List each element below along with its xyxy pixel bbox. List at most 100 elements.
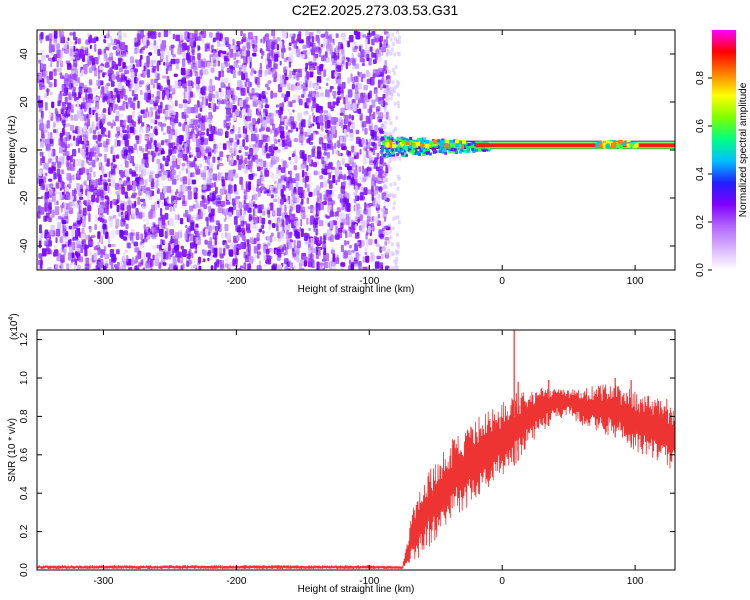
spectrogram-cell xyxy=(377,136,381,146)
spectrogram-cell xyxy=(306,71,310,81)
spectrogram-cell xyxy=(221,176,225,182)
spectrogram-cell xyxy=(156,82,161,90)
spectrogram-cell xyxy=(357,108,362,114)
spectrogram-cell xyxy=(260,224,265,230)
spectrogram-cell xyxy=(228,43,231,50)
spectrogram-cell xyxy=(62,119,66,126)
spectrogram-cell xyxy=(380,208,386,212)
spectrogram-cell xyxy=(375,49,380,55)
spectrogram-cell xyxy=(194,71,199,77)
spectrogram-cell xyxy=(128,267,131,270)
spectrogram-cell xyxy=(62,116,65,121)
tone-cell xyxy=(404,153,408,157)
tone-cell xyxy=(403,152,407,156)
spectrogram-cell xyxy=(199,211,203,219)
spectrogram-cell xyxy=(270,172,274,179)
spectrogram-cell xyxy=(179,218,184,225)
spectrogram-cell xyxy=(357,83,362,90)
spectrogram-cell xyxy=(307,128,312,136)
spectrogram-cell xyxy=(163,30,169,38)
spectrogram-cell xyxy=(275,104,279,108)
spectrogram-cell xyxy=(348,259,351,264)
spectrogram-cell xyxy=(313,223,316,233)
spectrogram-cell xyxy=(218,204,224,214)
spectrogram-cell xyxy=(191,259,196,264)
tone-cell xyxy=(434,150,438,154)
spectrogram-cell xyxy=(107,186,110,194)
spectrogram-cell xyxy=(280,189,284,197)
spectrogram-cell xyxy=(350,73,353,82)
spectrogram-cell xyxy=(383,90,387,94)
spectrogram-cell xyxy=(280,121,285,125)
spectrogram-cell xyxy=(380,78,385,84)
spectrogram-cell xyxy=(217,76,221,81)
spectrogram-cell xyxy=(124,214,128,220)
spectrogram-cell xyxy=(58,191,63,200)
spectrogram-cell xyxy=(362,102,367,109)
tone-cell xyxy=(419,149,423,153)
spectrogram-cell xyxy=(163,185,167,194)
spectrogram-cell xyxy=(214,237,217,246)
spectrogram-cell xyxy=(239,145,243,151)
spectrogram-cell xyxy=(227,239,232,243)
spectrogram-cell xyxy=(104,62,110,68)
spectrogram-cell xyxy=(347,250,352,256)
spectrogram-cell xyxy=(174,80,178,89)
spectrogram-cell xyxy=(97,48,102,55)
spectrogram-cell xyxy=(307,118,311,127)
tone-cell xyxy=(427,148,430,152)
spectrogram-cell xyxy=(239,265,244,269)
spectrogram-cell xyxy=(347,179,351,188)
spectrogram-cell xyxy=(49,91,53,96)
spectrogram-cell xyxy=(358,239,362,249)
spectrogram-cell xyxy=(304,110,309,115)
spectrogram-cell xyxy=(187,190,192,200)
spectrogram-cell xyxy=(173,118,179,124)
spectrogram-cell xyxy=(365,266,370,270)
spectrogram-cell xyxy=(187,32,190,39)
spectrogram-cell xyxy=(365,70,370,77)
spectrogram-cell xyxy=(134,76,138,84)
spectrogram-cell xyxy=(282,161,287,169)
spectrogram-cell xyxy=(342,229,347,234)
spectrogram-cell xyxy=(292,68,298,73)
spectrogram-cell xyxy=(325,56,330,63)
spectrogram-cell xyxy=(208,32,213,38)
spectrogram-cell xyxy=(61,263,64,270)
spectrogram-cell xyxy=(206,62,211,68)
spectrogram-cell xyxy=(66,162,72,171)
spectrogram-cell xyxy=(155,179,159,189)
spectrogram-cell xyxy=(190,242,195,249)
spectrogram-cell xyxy=(152,213,156,219)
spectrogram-cell xyxy=(157,152,160,157)
spectrogram-cell xyxy=(226,107,231,115)
spectrogram-cell xyxy=(272,92,278,98)
colorbar: 0.00.20.40.60.8 Normalized spectral ampl… xyxy=(695,30,749,277)
spectrogram-cell xyxy=(186,146,189,154)
spectrogram-cell xyxy=(198,256,201,264)
spectrogram-cell xyxy=(166,90,169,99)
spectrogram-cell xyxy=(100,89,103,99)
spectrogram-cell xyxy=(395,38,399,43)
tone-cell xyxy=(400,138,404,142)
spectrogram-cell xyxy=(386,91,389,96)
spectrogram-cell xyxy=(212,156,216,163)
spectrogram-cell xyxy=(117,183,123,190)
spectrogram-cell xyxy=(143,65,146,72)
spectrogram-cell xyxy=(374,261,380,269)
spectrogram-cell xyxy=(126,124,130,134)
spectrogram-cell xyxy=(114,104,119,110)
spectrogram-cell xyxy=(119,265,124,270)
tone-cell xyxy=(414,148,418,152)
spectrogram-cell xyxy=(318,240,322,244)
spectrogram-cell xyxy=(123,32,127,38)
spectrogram-cell xyxy=(310,215,315,224)
spectrogram-cell xyxy=(335,33,339,39)
spectrogram-cell xyxy=(152,245,156,250)
spectrogram-cell xyxy=(337,86,341,91)
spectrogram-cell xyxy=(146,190,150,198)
tone-bright xyxy=(610,143,615,148)
spectrogram-cell xyxy=(81,151,86,157)
spectrogram-cell xyxy=(180,245,184,250)
